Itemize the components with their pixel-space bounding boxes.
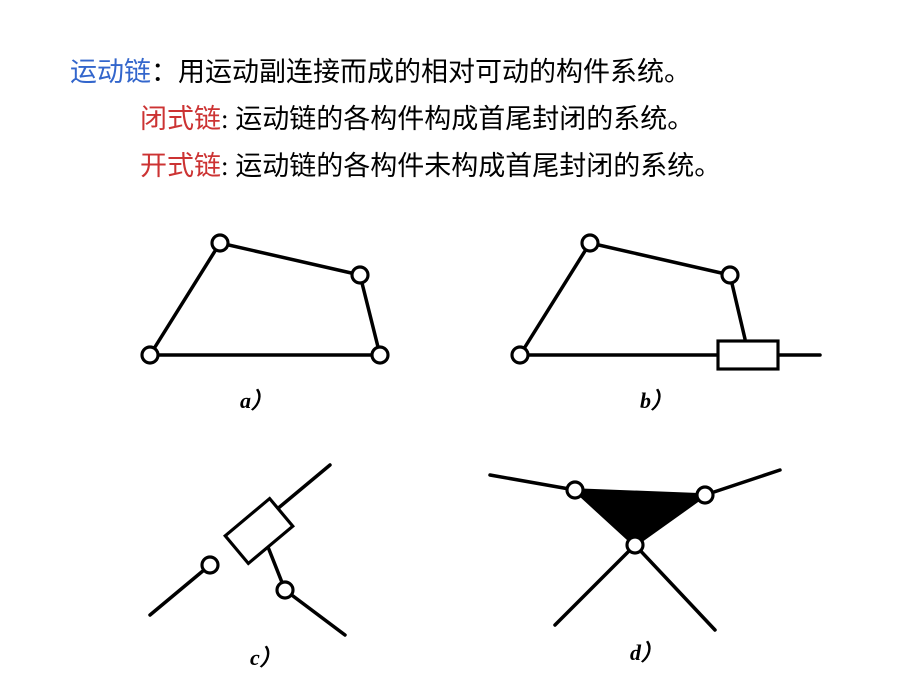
term-kinematic-chain: 运动链 bbox=[70, 57, 151, 87]
diagram-a: a） bbox=[110, 225, 430, 425]
diagrams-container: a） b） c） d） bbox=[110, 225, 830, 665]
def-kinematic-chain: ：用运动副连接而成的相对可动的构件系统。 bbox=[151, 57, 691, 87]
diagram-c: c） bbox=[130, 455, 450, 665]
diagram-b: b） bbox=[480, 225, 840, 425]
diagram-c-svg bbox=[130, 455, 450, 665]
caption-c: c） bbox=[250, 640, 282, 672]
def-closed-chain: : 运动链的各构件构成首尾封闭的系统。 bbox=[221, 104, 694, 134]
term-closed-chain: 闭式链 bbox=[140, 104, 221, 134]
diagram-d-svg bbox=[480, 455, 820, 665]
term-open-chain: 开式链 bbox=[140, 151, 221, 181]
line-open-chain: 开式链: 运动链的各构件未构成首尾封闭的系统。 bbox=[70, 144, 870, 183]
caption-d: d） bbox=[630, 635, 663, 667]
caption-a: a） bbox=[240, 383, 273, 415]
caption-b: b） bbox=[640, 383, 673, 415]
def-open-chain: : 运动链的各构件未构成首尾封闭的系统。 bbox=[221, 151, 721, 181]
line-kinematic-chain: 运动链：用运动副连接而成的相对可动的构件系统。 bbox=[70, 50, 870, 89]
definitions-block: 运动链：用运动副连接而成的相对可动的构件系统。 闭式链: 运动链的各构件构成首尾… bbox=[70, 50, 870, 191]
line-closed-chain: 闭式链: 运动链的各构件构成首尾封闭的系统。 bbox=[70, 97, 870, 136]
diagram-d: d） bbox=[480, 455, 820, 665]
